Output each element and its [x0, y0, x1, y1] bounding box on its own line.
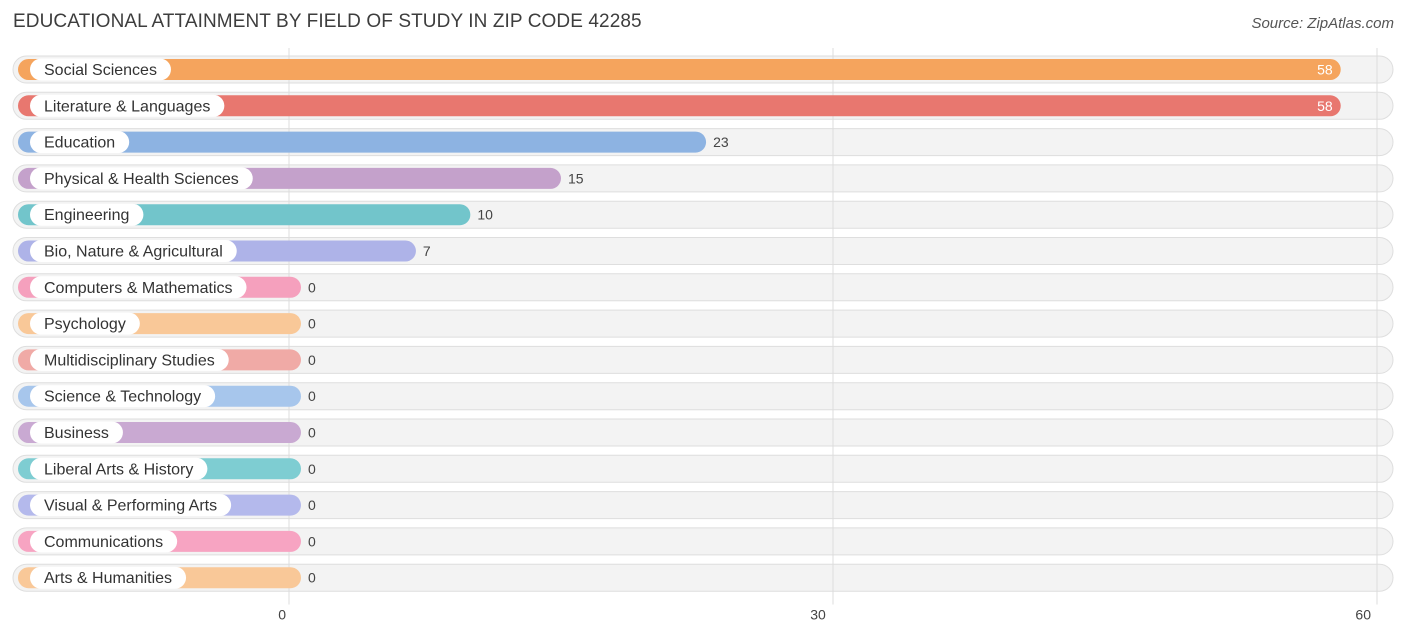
category-label: Psychology: [44, 316, 126, 333]
row-background: [12, 345, 1394, 374]
category-label: Education: [44, 135, 115, 152]
bar: [18, 59, 1341, 80]
category-label-pill: [30, 276, 247, 299]
category-label: Physical & Health Sciences: [44, 171, 239, 188]
category-label-pill: [30, 312, 140, 335]
category-label: Engineering: [44, 207, 129, 224]
category-label-pill: [30, 348, 229, 371]
row-background: [12, 563, 1394, 592]
value-label: 0: [308, 497, 316, 513]
category-label: Science & Technology: [44, 389, 201, 406]
category-label-pill: [30, 167, 253, 190]
x-tick-label: 0: [278, 607, 286, 623]
category-label: Bio, Nature & Agricultural: [44, 244, 223, 261]
value-label: 58: [1317, 98, 1333, 114]
row-background: [12, 527, 1394, 556]
category-label: Arts & Humanities: [44, 570, 172, 587]
value-label: 0: [308, 316, 316, 332]
chart-title: EDUCATIONAL ATTAINMENT BY FIELD OF STUDY…: [13, 11, 642, 32]
x-tick-label: 60: [1355, 607, 1371, 623]
value-label: 0: [308, 352, 316, 368]
category-label-pill: [30, 457, 208, 480]
category-label-pill: [30, 385, 216, 408]
value-label: 0: [308, 533, 316, 549]
row-background: [12, 382, 1394, 411]
row-background: [12, 273, 1394, 302]
value-label: 7: [423, 243, 431, 259]
category-label-pill: [30, 421, 123, 444]
category-label-pill: [30, 94, 225, 117]
category-label-pill: [30, 203, 144, 226]
category-label: Literature & Languages: [44, 98, 210, 115]
category-label: Social Sciences: [44, 62, 157, 79]
bar: [18, 131, 707, 153]
row-background: [12, 454, 1394, 483]
value-label: 23: [713, 134, 729, 150]
value-label: 0: [308, 570, 316, 586]
value-label: 0: [308, 388, 316, 404]
category-label: Visual & Performing Arts: [44, 498, 217, 515]
category-label-pill: [30, 494, 232, 517]
row-background: [12, 418, 1394, 447]
category-label-pill: [30, 240, 237, 262]
value-label: 0: [308, 425, 316, 441]
category-label-pill: [30, 58, 171, 81]
x-tick-label: 30: [810, 607, 826, 623]
chart-source: Source: ZipAtlas.com: [1251, 15, 1394, 32]
value-label: 10: [477, 207, 493, 223]
category-label-pill: [30, 566, 187, 589]
row-background: [12, 491, 1394, 520]
category-label-pill: [30, 530, 178, 553]
category-label: Communications: [44, 534, 163, 551]
category-label: Multidisciplinary Studies: [44, 352, 215, 369]
value-label: 58: [1317, 62, 1333, 78]
row-background: [12, 309, 1394, 338]
value-label: 0: [308, 461, 316, 477]
value-label: 0: [308, 279, 316, 295]
value-label: 15: [568, 170, 584, 186]
category-label: Liberal Arts & History: [44, 461, 193, 478]
category-label: Business: [44, 425, 109, 442]
bar: [18, 95, 1341, 117]
category-label: Computers & Mathematics: [44, 280, 233, 297]
category-label-pill: [30, 131, 130, 154]
